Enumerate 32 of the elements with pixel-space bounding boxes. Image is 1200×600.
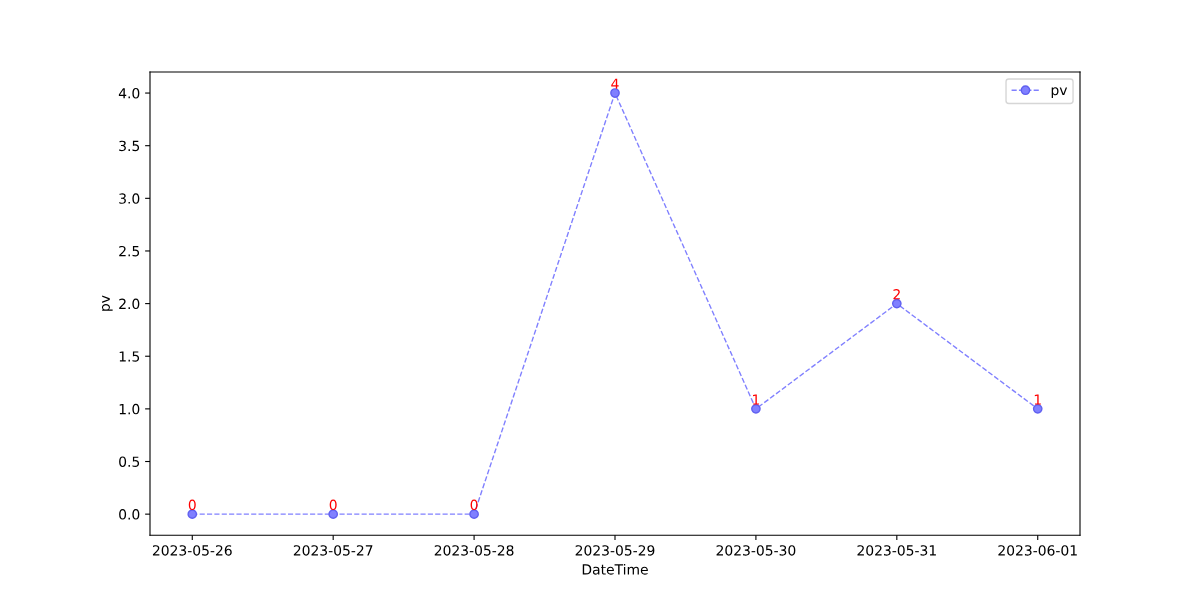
y-tick-label: 3.5 [119, 140, 140, 152]
y-tick-label: 4.0 [118, 88, 140, 99]
point [328, 509, 339, 520]
point [469, 509, 479, 520]
x-tick-label: 2023-06-01 [998, 545, 1077, 556]
y-tick-label: 1.5 [119, 351, 140, 362]
legend-label: pv [1051, 87, 1068, 98]
x-tick-label: 2023-05-26 [152, 545, 232, 556]
point [751, 404, 761, 414]
y-tick-label: 0.0 [119, 509, 140, 520]
y-tick-label: 3.0 [119, 193, 140, 204]
point [187, 509, 198, 520]
y-tick-label: 0.5 [119, 456, 140, 467]
point [1032, 404, 1043, 414]
x-tick-label: 2023-05-27 [293, 545, 373, 556]
x-tick-label: 2023-05-28 [434, 545, 514, 556]
x-tick-label: 2023-05-31 [857, 545, 936, 556]
data-label: 4 [611, 78, 619, 89]
data-label: 0 [188, 499, 196, 511]
x-tick-label: 2023-05-30 [716, 545, 796, 556]
data-label: 1 [753, 394, 760, 405]
data-label: 1 [1034, 394, 1041, 405]
data-label: 0 [470, 499, 478, 511]
x-axis-title: DateTime [582, 563, 648, 575]
data-label: 0 [329, 499, 337, 511]
point [610, 88, 620, 98]
y-axis-title: pv [101, 295, 113, 311]
y-tick-label: 2.0 [119, 298, 140, 310]
data-label: 2 [893, 289, 900, 300]
y-tick-label: 1.0 [119, 403, 140, 415]
y-tick-label: 2.5 [119, 245, 140, 257]
x-tick-label: 2023-05-29 [575, 545, 655, 556]
